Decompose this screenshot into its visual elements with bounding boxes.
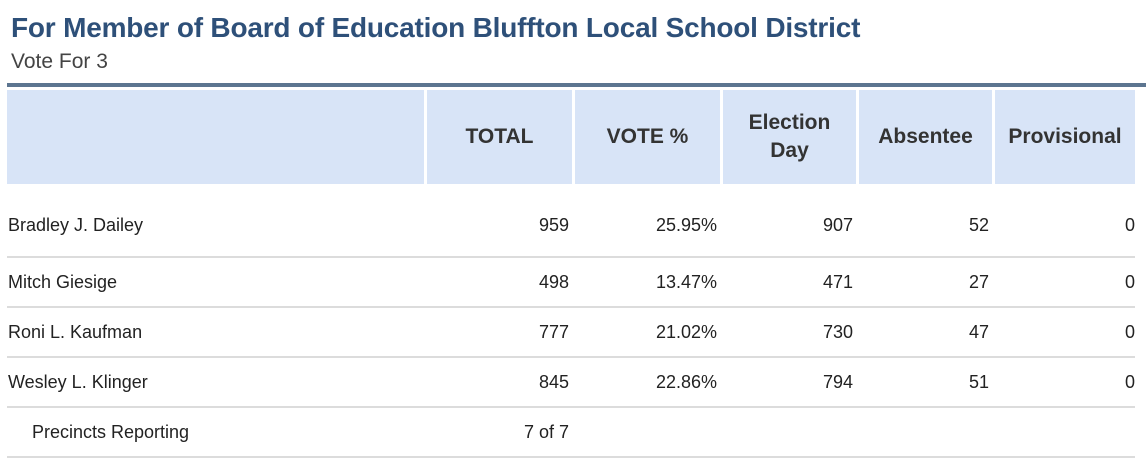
precincts-reporting-value: 7 of 7: [427, 408, 575, 458]
election-day-header-label: Election Day: [748, 111, 831, 162]
table-row: Wesley L. Klinger 845 22.86% 794 51 0: [7, 358, 1135, 408]
column-header-candidate: [7, 90, 427, 184]
provisional-votes: 0: [995, 308, 1135, 358]
header-divider: [7, 83, 1146, 87]
election-day-votes: 730: [723, 308, 859, 358]
empty-cell: [723, 408, 859, 458]
vote-for-label: Vote For 3: [11, 50, 108, 73]
candidate-name: Mitch Giesige: [7, 258, 427, 308]
provisional-votes: 0: [995, 358, 1135, 408]
empty-cell: [995, 408, 1135, 458]
election-day-votes: 794: [723, 358, 859, 408]
column-header-election-day: Election Day: [723, 90, 859, 184]
table-row: Bradley J. Dailey 959 25.95% 907 52 0: [7, 184, 1135, 258]
precincts-reporting-row: Precincts Reporting 7 of 7: [7, 408, 1135, 458]
absentee-votes: 51: [859, 358, 995, 408]
provisional-votes: 0: [995, 184, 1135, 258]
empty-cell: [859, 408, 995, 458]
candidate-name: Wesley L. Klinger: [7, 358, 427, 408]
total-votes: 959: [427, 184, 575, 258]
total-votes: 845: [427, 358, 575, 408]
provisional-votes: 0: [995, 258, 1135, 308]
candidate-name: Bradley J. Dailey: [7, 184, 427, 258]
contest-title: For Member of Board of Education Bluffto…: [11, 12, 861, 43]
table-row: Roni L. Kaufman 777 21.02% 730 47 0: [7, 308, 1135, 358]
total-votes: 498: [427, 258, 575, 308]
vote-percent: 22.86%: [575, 358, 723, 408]
absentee-votes: 27: [859, 258, 995, 308]
column-header-vote-percent: VOTE %: [575, 90, 723, 184]
vote-percent: 25.95%: [575, 184, 723, 258]
vote-percent: 13.47%: [575, 258, 723, 308]
election-day-votes: 471: [723, 258, 859, 308]
absentee-votes: 52: [859, 184, 995, 258]
candidate-name: Roni L. Kaufman: [7, 308, 427, 358]
column-header-absentee: Absentee: [859, 90, 995, 184]
total-votes: 777: [427, 308, 575, 358]
election-day-votes: 907: [723, 184, 859, 258]
results-table: TOTAL VOTE % Election Day Absentee Provi…: [7, 90, 1135, 458]
column-header-total: TOTAL: [427, 90, 575, 184]
vote-percent: 21.02%: [575, 308, 723, 358]
table-row: Mitch Giesige 498 13.47% 471 27 0: [7, 258, 1135, 308]
column-header-provisional: Provisional: [995, 90, 1135, 184]
precincts-reporting-label: Precincts Reporting: [7, 408, 427, 458]
absentee-votes: 47: [859, 308, 995, 358]
empty-cell: [575, 408, 723, 458]
table-header-row: TOTAL VOTE % Election Day Absentee Provi…: [7, 90, 1135, 184]
